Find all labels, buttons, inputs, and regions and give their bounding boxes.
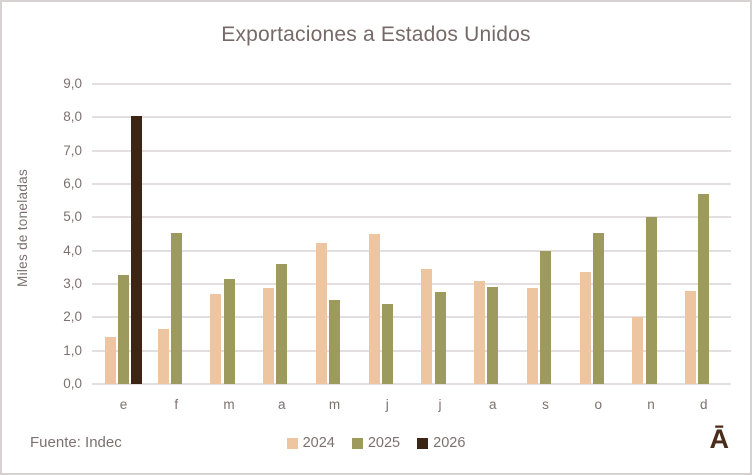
bar-2024-a4 — [263, 288, 275, 384]
x-tick-label: m — [223, 397, 235, 412]
bar-2024-s9 — [526, 288, 538, 384]
y-tick-label: 1,0 — [63, 342, 82, 358]
x-tick-label: a — [488, 397, 497, 412]
bar-2025-o10 — [592, 233, 604, 384]
bar-2024-f2 — [157, 329, 169, 384]
gridline — [92, 283, 731, 285]
y-tick-label: 9,0 — [63, 76, 82, 91]
legend-swatch — [286, 437, 298, 449]
y-tick-label: 3,0 — [63, 276, 82, 291]
bar-2025-a4 — [276, 264, 288, 384]
y-tick-label: 4,0 — [63, 242, 82, 258]
legend-label: 2025 — [367, 435, 401, 451]
x-tick-label: j — [438, 397, 442, 412]
bar-2025-e1 — [118, 275, 129, 384]
y-tick-label: 7,0 — [63, 142, 82, 158]
x-tick-label: j — [385, 397, 389, 412]
gridline — [92, 183, 731, 185]
x-tick-label: m — [328, 397, 341, 412]
bar-2025-f2 — [170, 233, 182, 384]
gridline — [92, 149, 731, 152]
x-tick-label: a — [277, 397, 286, 412]
bar-2024-d12 — [685, 290, 697, 384]
legend-item-2024: 2024 — [286, 435, 335, 451]
legend-swatch — [417, 437, 429, 449]
gridline — [92, 249, 731, 252]
plot-area — [92, 83, 731, 385]
y-tick-label: 8,0 — [63, 109, 82, 125]
brand-logo-a-macron: Ā — [709, 424, 730, 454]
bar-2024-n11 — [632, 317, 644, 384]
gridline — [92, 383, 731, 385]
legend-label: 2026 — [433, 435, 466, 451]
y-tick-label: 2,0 — [63, 309, 82, 325]
bar-2024-m5 — [315, 243, 327, 384]
gridline — [92, 116, 731, 119]
bar-2024-j7 — [421, 269, 433, 384]
bar-2025-j6 — [381, 304, 393, 384]
legend-label: 2024 — [302, 435, 335, 451]
y-axis-ticks: 0,0 1,0 2,0 3,0 4,0 5,0 6,0 7,0 8,0 9,0 — [2, 76, 82, 391]
y-tick-label: 6,0 — [63, 176, 82, 191]
legend-item-2026: 2026 — [417, 435, 465, 451]
bar-2024-m3 — [210, 294, 222, 384]
x-tick-label: o — [594, 397, 602, 412]
bar-2024-j6 — [368, 234, 380, 384]
x-tick-label: e — [119, 397, 128, 412]
bar-2024-e1 — [104, 337, 116, 384]
bar-2026-e1 — [131, 115, 143, 384]
legend-item-2025: 2025 — [351, 435, 401, 451]
bar-2025-d12 — [698, 194, 710, 384]
bar-2025-s9 — [540, 250, 551, 384]
bar-2025-n11 — [645, 217, 657, 384]
chart-title: Exportaciones a Estados Unidos — [221, 23, 531, 46]
bar-2025-m5 — [329, 300, 340, 384]
gridline — [92, 83, 731, 85]
bar-2024-a8 — [474, 280, 486, 384]
bar-2025-a8 — [487, 287, 499, 384]
x-tick-label: f — [174, 397, 179, 412]
bar-2025-j7 — [434, 292, 446, 384]
bar-2024-o10 — [579, 272, 591, 384]
y-tick-label: 5,0 — [63, 209, 82, 225]
x-tick-label: n — [647, 397, 655, 412]
x-tick-label: s — [542, 397, 549, 412]
x-tick-label: d — [699, 397, 708, 412]
legend-swatch — [351, 437, 363, 449]
source-note: Fuente: Indec — [30, 434, 122, 451]
bar-2025-m3 — [223, 279, 235, 384]
gridline — [92, 316, 731, 319]
gridline — [92, 216, 731, 219]
legend: 2024 2025 2026 — [2, 435, 750, 451]
y-tick-label: 0,0 — [63, 376, 82, 391]
gridline — [92, 349, 731, 352]
